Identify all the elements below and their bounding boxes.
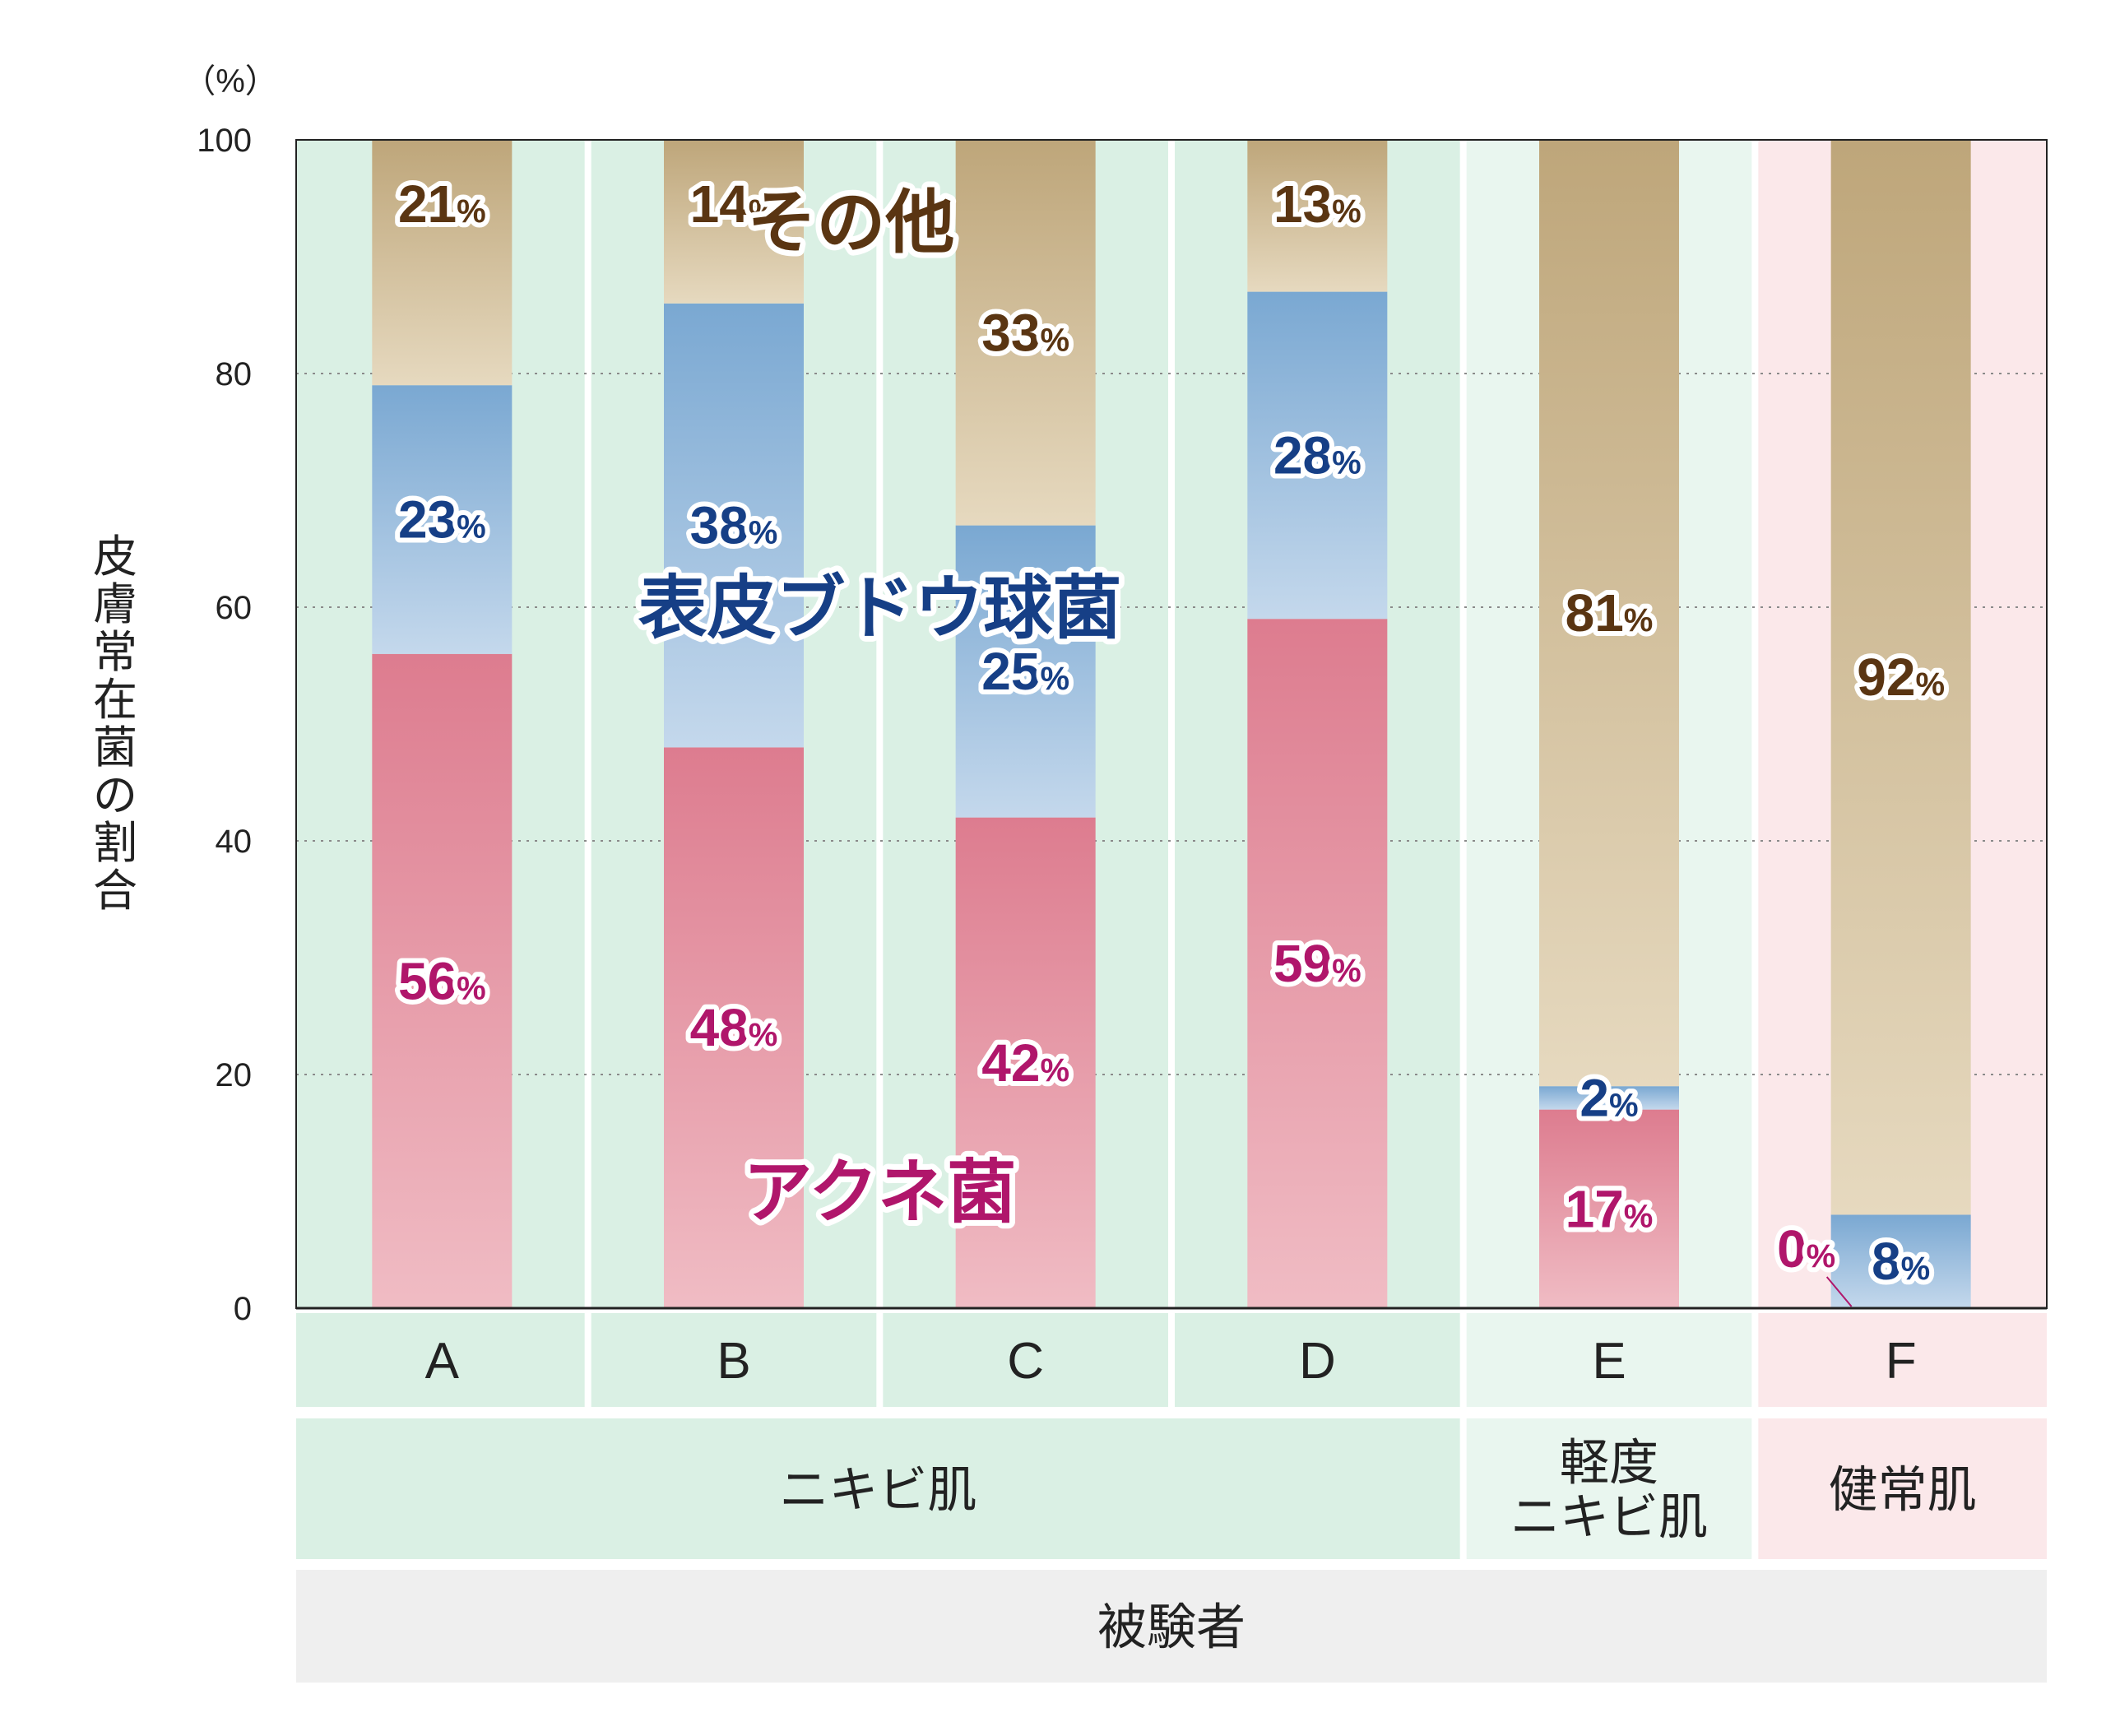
bars bbox=[372, 140, 1971, 1308]
category-cell-F bbox=[1758, 1313, 2047, 1407]
data-label-staph-A: 23% bbox=[398, 490, 486, 550]
y-tick-label: 80 bbox=[216, 356, 253, 392]
leader-line bbox=[1825, 1276, 1853, 1307]
group-label: ニキビ肌 bbox=[779, 1462, 976, 1520]
bar-staph-F bbox=[1830, 1214, 1971, 1308]
y-tick-label: 0 bbox=[234, 1291, 252, 1327]
data-label-staph-B: 38% bbox=[690, 496, 778, 555]
bar-acne-C bbox=[955, 817, 1096, 1308]
category-cell-B bbox=[591, 1313, 877, 1407]
y-tick-label: 40 bbox=[216, 824, 253, 860]
y-tick-label: 60 bbox=[216, 590, 253, 626]
data-label-other-F: 92% bbox=[1857, 648, 1945, 707]
bar-staph-A bbox=[372, 385, 513, 654]
data-label-other-C: 33% bbox=[981, 303, 1069, 362]
bar-acne-B bbox=[664, 747, 804, 1308]
bar-other-A bbox=[372, 140, 513, 386]
data-label-acne-A: 56% bbox=[398, 951, 486, 1010]
category-label-B: B bbox=[717, 1333, 750, 1390]
y-tick-label: 100 bbox=[197, 123, 252, 159]
series-label-staph: 表皮ブドウ球菌 bbox=[638, 568, 1121, 648]
data-label-other-A: 21% bbox=[398, 174, 486, 234]
group-cell-1 bbox=[1466, 1418, 1752, 1559]
group-label: ニキビ肌 bbox=[1510, 1489, 1708, 1547]
series-labels: アクネ菌 表皮ブドウ球菌 その他 bbox=[632, 176, 1127, 1238]
data-label-other-E: 81% bbox=[1566, 583, 1654, 643]
bar-staph-E bbox=[1539, 1086, 1679, 1110]
group-label: 健常肌 bbox=[1829, 1462, 1977, 1520]
bar-acne-D bbox=[1247, 619, 1388, 1308]
group-cell-2 bbox=[1758, 1418, 2047, 1559]
category-label-E: E bbox=[1592, 1333, 1626, 1390]
data-label-acne-C: 42% bbox=[981, 1033, 1069, 1093]
category-cell-D bbox=[1175, 1313, 1460, 1407]
bar-staph-B bbox=[664, 303, 804, 748]
y-unit-label: （%） bbox=[183, 63, 278, 100]
data-labels: 56% 23% 21% 48% 38% 14% 42% 25% 33% 59% 28% 13% 17% 2… bbox=[393, 169, 1950, 1307]
category-cell-C bbox=[883, 1313, 1168, 1407]
data-label-acne-D: 59% bbox=[1273, 934, 1361, 993]
x-axis-title: 被験者 bbox=[1097, 1599, 1246, 1657]
data-label-acne-F: 0% bbox=[1777, 1219, 1835, 1279]
bar-other-C bbox=[955, 140, 1096, 526]
data-label-staph-D: 28% bbox=[1273, 425, 1361, 485]
bar-other-E bbox=[1539, 140, 1679, 1087]
series-label-other: その他 bbox=[747, 182, 954, 262]
bar-acne-A bbox=[372, 653, 513, 1308]
data-label-staph-C: 25% bbox=[981, 642, 1069, 701]
bar-acne-E bbox=[1539, 1109, 1679, 1308]
bar-staph-C bbox=[955, 525, 1096, 818]
data-label-other-D: 13% bbox=[1273, 174, 1361, 234]
bar-other-B bbox=[664, 140, 804, 304]
bar-other-F bbox=[1830, 140, 1971, 1215]
bar-other-D bbox=[1247, 140, 1388, 292]
category-label-F: F bbox=[1886, 1333, 1917, 1390]
data-label-acne-B: 48% bbox=[690, 998, 778, 1057]
data-label-acne-E: 17% bbox=[1566, 1179, 1654, 1238]
y-axis-title: 皮膚常在菌の割合 bbox=[93, 531, 137, 917]
group-cell-0 bbox=[296, 1418, 1460, 1559]
category-cell-A bbox=[296, 1313, 585, 1407]
group-label: 軽度 bbox=[1560, 1435, 1658, 1492]
category-label-A: A bbox=[425, 1333, 460, 1390]
y-tick-label: 20 bbox=[216, 1057, 253, 1093]
data-label-other-B: 14% bbox=[690, 174, 778, 234]
data-label-staph-E: 2% bbox=[1580, 1068, 1638, 1127]
category-label-D: D bbox=[1299, 1333, 1336, 1390]
category-cell-E bbox=[1466, 1313, 1752, 1407]
category-label-C: C bbox=[1007, 1333, 1044, 1390]
data-label-staph-F: 8% bbox=[1872, 1232, 1930, 1291]
bar-staph-D bbox=[1247, 291, 1388, 620]
axes: 0 20 40 60 80 100 （%） 皮膚常在菌の割合 bbox=[93, 63, 2048, 1327]
panel-backgrounds bbox=[296, 140, 2047, 1683]
series-label-acne: アクネ菌 bbox=[743, 1152, 1016, 1232]
xlabel-cell bbox=[296, 1570, 2047, 1683]
